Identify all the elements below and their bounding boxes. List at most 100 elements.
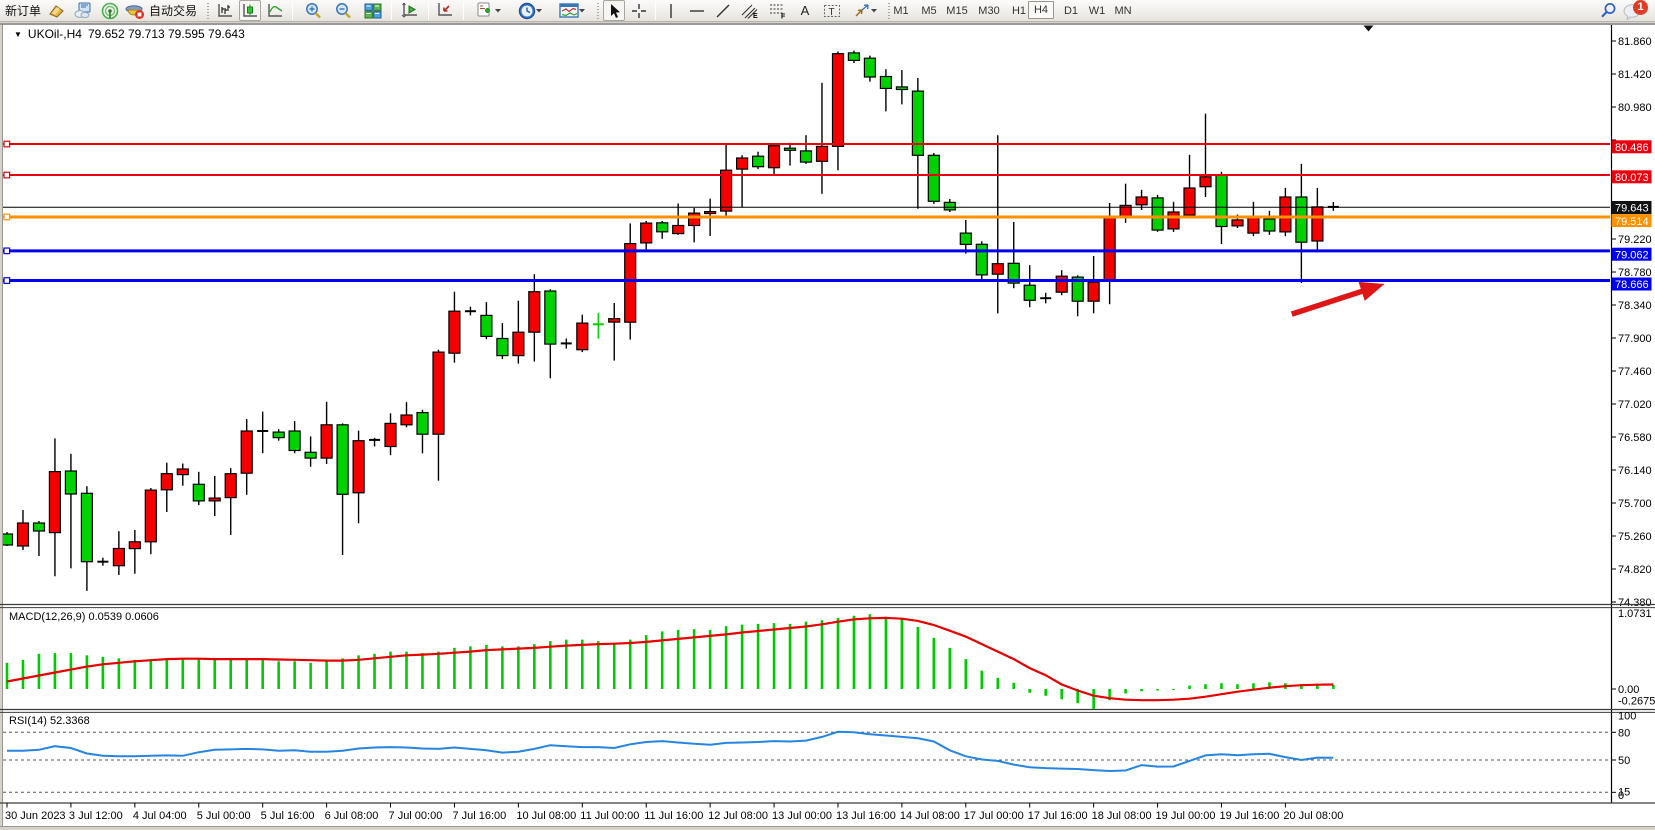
candle-body-down (576, 322, 589, 351)
chart-shift-button[interactable] (433, 0, 457, 21)
fibonacci-icon: F (770, 4, 786, 19)
shapes-button[interactable] (848, 0, 882, 21)
hline-handle[interactable] (3, 277, 11, 284)
candle-body-down (128, 541, 141, 550)
zoom-in-icon (305, 2, 321, 18)
arrow-annotation-head[interactable] (1358, 281, 1385, 301)
line-chart-button[interactable] (264, 0, 286, 21)
candle-body-down (703, 211, 717, 215)
timeframe-button-m15[interactable]: M15 (946, 4, 968, 17)
price-badge-label: 78.666 (1615, 279, 1649, 291)
timeframe-button-d1[interactable]: D1 (1063, 4, 1079, 17)
chart-window: 81.860 81.420 80.980 79.220 78.780 78.340 77.9… (0, 23, 1655, 830)
timeframe-button-m1[interactable]: M1 (893, 4, 909, 17)
price-badge (1611, 277, 1652, 291)
candle-body-down (608, 318, 621, 323)
timeframe-button-h1[interactable]: H1 (1011, 4, 1027, 17)
dropdown-arrow-icon (535, 9, 542, 13)
vertical-line-button[interactable] (660, 0, 682, 21)
price-tick-label: 77.020 (1618, 399, 1652, 411)
new-order-button[interactable]: 新订单 (2, 0, 44, 21)
candle-body-up (1215, 174, 1228, 228)
candle-body-down (1087, 281, 1100, 302)
candle-body-down (176, 468, 189, 476)
dropdown-arrow-icon (578, 9, 585, 13)
chart-profile-icon[interactable] (46, 0, 66, 21)
price-badge (1611, 201, 1652, 214)
chart-canvas[interactable]: 81.860 81.420 80.980 79.220 78.780 78.340 77.9… (0, 23, 1655, 830)
candle-body-down (160, 473, 173, 491)
timeframe-button-m5[interactable]: M5 (921, 4, 937, 17)
macd-scale-min: -0.2675 (1618, 696, 1655, 708)
new-order-label: 新订单 (5, 4, 42, 18)
bar-chart-button[interactable] (214, 0, 236, 21)
timeframe-button-w1[interactable]: W1 (1088, 4, 1106, 17)
price-tick-label: 74.380 (1618, 597, 1652, 609)
macd-values: 0.0539 0.0606 (88, 611, 159, 623)
candle-body-down (687, 212, 701, 227)
candle-body-up (911, 90, 925, 156)
time-tick-label: 6 Jul 08:00 (325, 810, 379, 822)
candle-body-down (991, 263, 1004, 275)
indicators-button[interactable] (470, 0, 506, 21)
periods-button[interactable] (512, 0, 548, 21)
templates-button[interactable] (553, 0, 591, 21)
symbol-label: UKOil-,H4 (27, 27, 82, 41)
candle-body-down (1183, 187, 1196, 216)
signals-icon[interactable] (100, 0, 120, 21)
zoom-out-button[interactable] (331, 0, 355, 21)
search-button[interactable] (1597, 0, 1619, 21)
candle-body-up (32, 522, 46, 532)
collapse-arrow-icon[interactable]: ▼ (14, 29, 22, 39)
candle-body-down (448, 310, 461, 354)
auto-scroll-button[interactable] (398, 0, 422, 21)
price-badge-label: 80.486 (1615, 142, 1649, 154)
candle-body-down (48, 471, 62, 534)
timeframe-button-mn[interactable]: MN (1114, 4, 1132, 17)
hline-handle[interactable] (3, 247, 11, 255)
hline-handle[interactable] (3, 171, 11, 179)
hline-handle[interactable] (3, 140, 11, 148)
cursor-icon (610, 3, 620, 18)
price-tick-label: 81.420 (1618, 69, 1652, 81)
crosshair-button[interactable] (628, 0, 650, 21)
text-tool-button[interactable]: A (800, 3, 810, 18)
window-left-edge (0, 24, 2, 827)
trendline-button[interactable] (712, 0, 734, 21)
tile-windows-button[interactable] (361, 0, 385, 21)
horizontal-line-button[interactable] (686, 0, 708, 21)
candle-body-up (799, 150, 813, 163)
time-tick-label: 5 Jul 00:00 (197, 810, 251, 822)
candlestick-chart-button[interactable] (239, 0, 261, 21)
candle-body-up (544, 290, 557, 345)
time-tick-label: 20 Jul 08:00 (1283, 810, 1343, 822)
candle-body-down (240, 430, 253, 474)
price-badge-label: 79.514 (1615, 216, 1649, 228)
time-tick-label: 30 Jun 2023 (5, 810, 66, 822)
cursor-button[interactable] (603, 0, 625, 21)
market-watch-icon[interactable] (73, 0, 93, 21)
text-label-icon: T (824, 4, 840, 18)
candle-body-up (64, 470, 78, 495)
time-tick-label: 19 Jul 16:00 (1219, 810, 1279, 822)
hline-handle[interactable] (3, 213, 11, 221)
time-tick-label: 18 Jul 08:00 (1092, 810, 1152, 822)
rsi-label: RSI(14) 52.3368 (9, 715, 90, 727)
chart-shift-marker[interactable] (1363, 25, 1374, 32)
arrow-annotation-shaft[interactable] (1290, 286, 1369, 317)
equidistant-channel-button[interactable]: E (738, 0, 762, 21)
autotrading-button[interactable]: 自动交易 (124, 0, 200, 21)
zoom-in-button[interactable] (301, 0, 325, 21)
timeframe-button-m30[interactable]: M30 (978, 4, 1000, 17)
time-tick-label: 19 Jul 00:00 (1156, 810, 1216, 822)
time-tick-label: 7 Jul 16:00 (452, 810, 506, 822)
text-label-button[interactable]: T (820, 0, 844, 21)
timeframe-button-h4[interactable]: H4 (1028, 1, 1054, 19)
candle-body-up (192, 483, 205, 502)
candle-body-up (1071, 276, 1084, 302)
main-toolbar: 新订单 (0, 0, 1655, 22)
candle-body-up (943, 201, 956, 211)
candle-body-down (352, 440, 365, 494)
rsi-line (7, 730, 1334, 773)
fibonacci-button[interactable]: F (766, 0, 790, 21)
